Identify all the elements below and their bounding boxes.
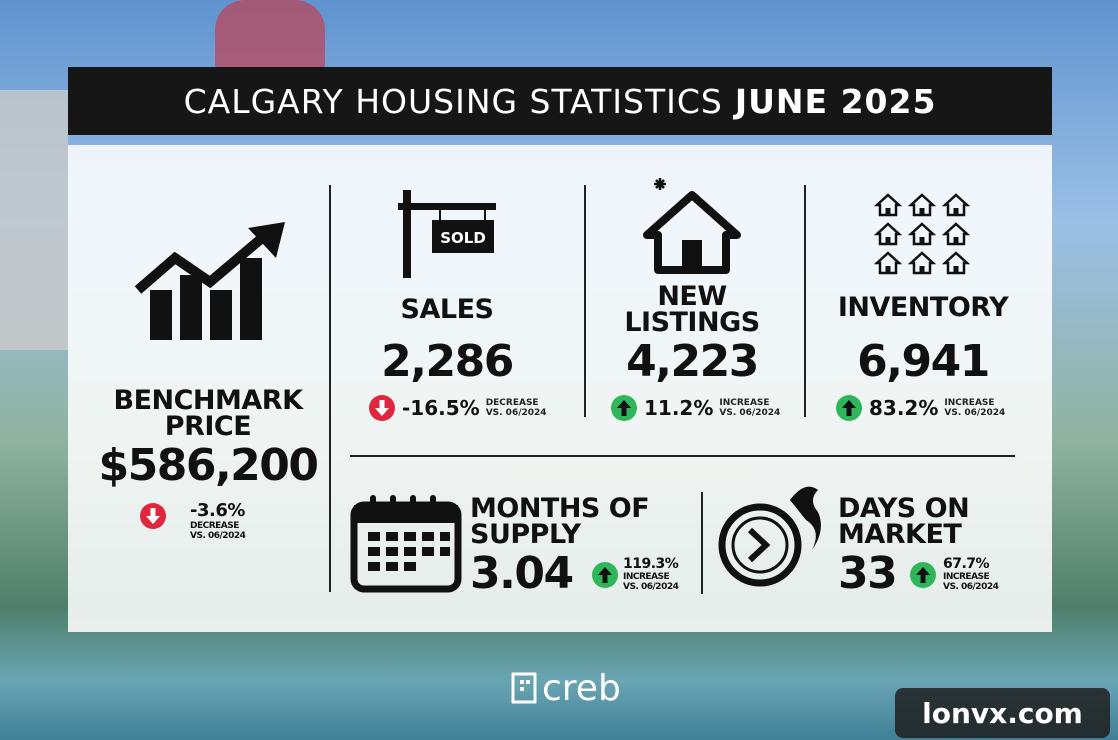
arrow-up [592,562,618,588]
logo-icon [511,672,537,704]
stat-change: -16.5% DECREASE VS. 06/2024 [402,396,547,420]
change-pct: 119.3% [623,556,679,572]
stat-value: 4,223 [626,336,759,387]
change-pct: 67.7% [943,556,990,572]
stat-change: 119.3% INCREASE VS. 06/2024 [623,556,679,593]
stats-panel [68,145,1052,632]
arrow-down [140,503,166,529]
stat-change: 83.2% INCREASE VS. 06/2024 [869,396,1005,420]
trend-icon [134,222,285,340]
stat-label: SALES [400,294,494,325]
change-direction: INCREASE [719,398,770,408]
arrow-down [369,395,395,421]
change-direction: INCREASE [944,398,995,408]
stat-label: NEW LISTINGS [624,281,760,338]
title: CALGARY HOUSING STATISTICS [183,81,723,121]
title-date: JUNE 2025 [734,81,937,121]
change-comparison: VS. 06/2024 [944,408,1006,418]
change-pct: -3.6% [190,500,245,521]
stat-label: DAYS ON MARKET [838,493,970,550]
arrow-up [836,395,862,421]
arrow-up [910,562,936,588]
stat-value: 33 [838,548,898,599]
stat-change: 11.2% INCREASE VS. 06/2024 [644,396,780,420]
calendar-icon [350,495,462,593]
divider [350,455,1015,457]
divider [329,185,331,592]
change-direction: DECREASE [190,521,239,531]
watermark: lonvx.com [895,688,1110,738]
change-comparison: VS. 06/2024 [943,582,999,592]
stat-value: $586,200 [98,440,319,491]
clock-icon [718,486,821,587]
stat-value: 2,286 [381,336,514,387]
houses-icon [875,193,969,275]
stat-change: 67.7% INCREASE VS. 06/2024 [943,556,999,593]
sold-label: SOLD [440,229,486,247]
divider [804,185,806,417]
change-comparison: VS. 06/2024 [719,408,781,418]
stat-value: 3.04 [470,548,574,599]
change-direction: DECREASE [485,398,539,408]
stat-label: BENCHMARK PRICE [113,385,303,442]
sold-sign-icon: SOLD [398,190,496,278]
building-bg [0,90,68,350]
divider [584,185,586,417]
change-pct: -16.5% [402,396,480,420]
title-bar: CALGARY HOUSING STATISTICS JUNE 2025 [68,67,1052,135]
divider [701,492,703,594]
stat-change: -3.6% DECREASE VS. 06/2024 [190,500,246,541]
change-comparison: VS. 06/2024 [485,408,547,418]
change-direction: INCREASE [623,572,670,582]
logo: creb [542,668,621,709]
change-pct: 83.2% [869,396,939,420]
stat-label: INVENTORY [837,292,1009,323]
change-comparison: VS. 06/2024 [190,531,246,541]
change-direction: INCREASE [943,572,990,582]
stat-label: MONTHS OF SUPPLY [470,493,650,550]
change-pct: 11.2% [644,396,714,420]
house-icon [643,178,741,274]
tower-bg [215,0,325,70]
stat-value: 6,941 [857,336,990,387]
arrow-up [611,395,637,421]
change-comparison: VS. 06/2024 [623,582,679,592]
